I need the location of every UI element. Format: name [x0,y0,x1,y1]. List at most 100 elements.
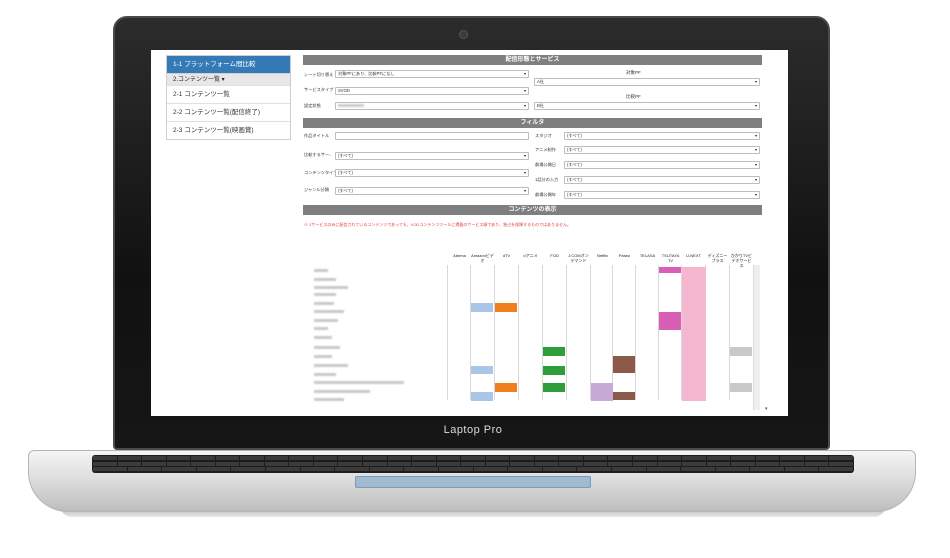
release-year-select[interactable]: (すべて) ▾ [564,191,760,199]
blurred-row-label [314,346,340,349]
keyboard-key [289,456,313,460]
blurred-row-label [314,355,332,358]
keyboard-key [369,467,404,472]
keyboard-key [162,467,196,472]
keyboard-key [750,467,784,472]
sheet-switch-label: シート切り替え [304,72,334,77]
grid-column-divider [590,265,591,400]
keyboard-key [387,456,412,460]
keyboard-key [485,461,510,466]
sheet-switch-value: 対象PFにあり、比較PFになし [338,71,395,76]
availability-cell-paravi [613,392,635,400]
brand-label: Laptop Pro [443,424,503,436]
sidebar-group-content-list[interactable]: 2.コンテンツ一覧 ▾ [167,73,290,85]
studio-select[interactable]: (すべて) ▾ [564,132,760,140]
compare-service-select[interactable]: (すべて) ▾ [335,152,529,160]
target-pf-select[interactable]: A社 ▾ [534,78,760,86]
grid-scrollbar[interactable] [753,265,760,410]
blurred-row-label [314,293,336,296]
keyboard-key [608,461,633,466]
setting-select[interactable]: ▾ [335,102,529,110]
grid-header-cell: Paravi [618,253,631,258]
grid-header-cell: J:COMオンデマンド [568,253,589,263]
keyboard-key [819,467,854,472]
episode-value: (すべて) [567,177,582,182]
keyboard-key [706,456,731,460]
grid-header-cell: dアニメ [523,253,538,258]
episode-label: 1話分の入力 [535,177,559,182]
chevron-down-icon: ▾ [523,88,526,93]
sidebar-item-content-list-awards[interactable]: 2-3 コンテンツ一覧(映画賞) [167,121,290,139]
grid-column-divider [447,265,448,400]
content-type-select[interactable]: (すべて) ▾ [335,169,529,177]
service-type-select[interactable]: SVOD ▾ [335,87,529,95]
release-year-label: 劇場公開年 [535,192,556,197]
webcam-icon [459,30,468,39]
episode-select[interactable]: (すべて) ▾ [564,176,760,184]
keyboard-key [804,461,829,466]
keyboard-key [611,467,646,472]
blurred-row-label [314,319,338,322]
genre-label: ジャンル分類 [304,187,329,192]
work-title-input[interactable] [335,132,529,140]
keyboard-key [412,456,436,460]
chevron-down-icon: ▾ [754,79,757,84]
grid-column-divider [612,265,613,400]
sidebar-nav: 1-1 プラットフォーム間比較 2.コンテンツ一覧 ▾ 2-1 コンテンツ一覧 … [166,55,291,140]
keyboard-key [715,467,750,472]
keyboard-key [166,461,191,466]
keyboard-key [166,456,191,460]
sheet-switch-select[interactable]: 対象PFにあり、比較PFになし ▾ [335,70,529,78]
genre-select[interactable]: (すべて) ▾ [335,187,529,195]
main-panel: 配信形態とサービス [303,55,762,65]
availability-cell-netflix [591,383,613,401]
keyboard-key [240,456,264,460]
keyboard-key [117,456,142,460]
keyboard-key [142,456,166,460]
grid-column-divider [470,265,471,400]
keyboard-key [313,456,338,460]
grid-column-divider [518,265,519,400]
studio-label: スタジオ [535,133,552,138]
work-title-label: 作品タイトル [304,133,330,138]
keyboard-key [461,461,485,466]
chevron-down-icon: ▾ [754,103,757,108]
grid-header-cell: U-NEXT [686,253,701,258]
chevron-down-icon: ▾ [523,170,526,175]
chevron-down-icon: ▾ [754,177,757,182]
scroll-down-icon[interactable]: ▾ [765,406,768,412]
grid-column-divider [566,265,567,400]
anime-select[interactable]: (すべて) ▾ [564,146,760,154]
keyboard-key [215,461,240,466]
release-date-select[interactable]: (すべて) ▾ [564,161,760,169]
keyboard-key [510,461,534,466]
keyboard-key [510,456,534,460]
availability-cell-hikari [730,383,752,392]
keyboard-key [583,456,608,460]
screen: 1-1 プラットフォーム間比較 2.コンテンツ一覧 ▾ 2-1 コンテンツ一覧 … [151,50,788,416]
keyboard-key [191,456,215,460]
grid-header-cell: TSUTAYA TV [661,253,680,263]
keyboard-key [436,461,461,466]
keyboard-key [633,456,657,460]
blurred-row-label [314,390,370,393]
sidebar-item-platform-compare[interactable]: 1-1 プラットフォーム間比較 [167,56,290,73]
compare-pf-select[interactable]: B社 ▾ [534,102,760,110]
grid-header-cell: TELASA [639,253,656,258]
keyboard-key [608,456,633,460]
display-note: ※ 1サービスのみに配信されているコンテンツであっても、VODコンテンツツールに… [304,222,572,227]
keyboard-key [755,461,780,466]
keyboard-key [577,467,611,472]
service-type-label: サービスタイプ [304,87,334,92]
blurred-row-label [314,310,344,313]
keyboard-key [780,461,804,466]
availability-cell-hikari [730,347,752,356]
keyboard-key [93,461,117,466]
sidebar-item-content-list[interactable]: 2-1 コンテンツ一覧 [167,85,290,103]
keyboard-key [300,467,335,472]
keyboard-key [682,461,706,466]
studio-value: (すべて) [567,133,582,138]
sidebar-item-content-list-ended[interactable]: 2-2 コンテンツ一覧(配信終了) [167,103,290,121]
target-pf-label: 対象PF [626,70,641,75]
grid-column-divider [729,265,730,400]
